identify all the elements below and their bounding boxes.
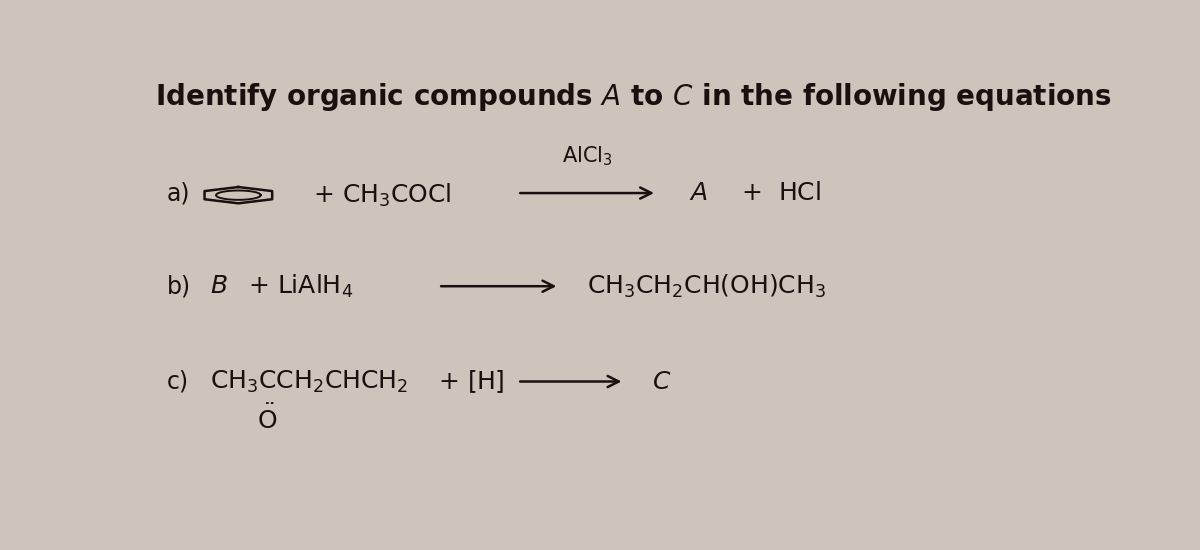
Text: $\mathregular{AlCl_3}$: $\mathregular{AlCl_3}$ [562,144,612,168]
Text: $C$: $C$ [653,370,672,393]
Text: $\mathregular{+\ LiAlH_4}$: $\mathregular{+\ LiAlH_4}$ [247,273,353,300]
Text: c): c) [167,370,188,393]
Text: $A$: $A$ [689,181,708,205]
Text: $\mathregular{+\ CH_3COCl}$: $\mathregular{+\ CH_3COCl}$ [313,182,451,209]
Text: $\ddot{\mathrm{O}}$: $\ddot{\mathrm{O}}$ [257,405,277,434]
Text: $\mathregular{CH_3CH_2CH(OH)CH_3}$: $\mathregular{CH_3CH_2CH(OH)CH_3}$ [587,273,827,300]
Text: Identify organic compounds $A$ to $C$ in the following equations: Identify organic compounds $A$ to $C$ in… [155,81,1111,113]
Text: a): a) [167,181,191,205]
Text: b): b) [167,274,191,298]
Text: $\mathregular{+\ [H]}$: $\mathregular{+\ [H]}$ [438,368,505,395]
Text: $\mathregular{+\ \ HCl}$: $\mathregular{+\ \ HCl}$ [740,181,821,205]
Text: $\mathregular{CH_3CCH_2CHCH_2}$: $\mathregular{CH_3CCH_2CHCH_2}$ [210,368,409,394]
Text: $B$: $B$ [210,274,228,298]
